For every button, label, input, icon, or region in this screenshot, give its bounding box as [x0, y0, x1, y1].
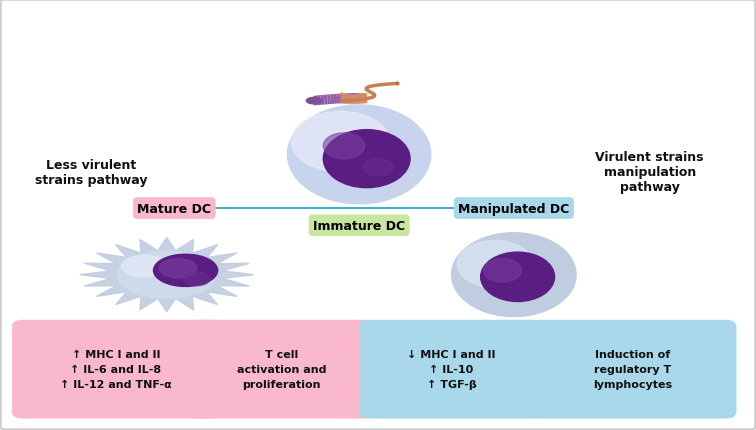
Ellipse shape: [481, 252, 555, 302]
FancyBboxPatch shape: [189, 320, 374, 418]
FancyBboxPatch shape: [359, 320, 544, 418]
Text: T cell
activation and
proliferation: T cell activation and proliferation: [237, 350, 327, 389]
FancyBboxPatch shape: [529, 320, 736, 418]
FancyBboxPatch shape: [12, 320, 219, 418]
Ellipse shape: [363, 159, 393, 176]
Text: Immature DC: Immature DC: [313, 219, 405, 232]
Text: ↑ MHC I and II
↑ IL-6 and IL-8
↑ IL-12 and TNF-α: ↑ MHC I and II ↑ IL-6 and IL-8 ↑ IL-12 a…: [60, 350, 172, 389]
Ellipse shape: [457, 241, 533, 288]
Ellipse shape: [324, 134, 365, 159]
Ellipse shape: [291, 112, 389, 172]
Ellipse shape: [153, 255, 218, 287]
Ellipse shape: [122, 256, 167, 277]
Text: ↓ MHC I and II
↑ IL-10
↑ TGF-β: ↓ MHC I and II ↑ IL-10 ↑ TGF-β: [407, 350, 496, 389]
Polygon shape: [80, 238, 253, 312]
Ellipse shape: [324, 130, 410, 188]
Text: Virulent strains
manipulation
pathway: Virulent strains manipulation pathway: [596, 150, 704, 194]
Ellipse shape: [287, 106, 431, 204]
Text: Induction of
regulatory T
lymphocytes: Induction of regulatory T lymphocytes: [593, 350, 672, 389]
Text: Mature DC: Mature DC: [138, 202, 211, 215]
Ellipse shape: [118, 252, 215, 298]
Ellipse shape: [484, 259, 522, 283]
Ellipse shape: [306, 98, 321, 104]
Ellipse shape: [374, 163, 404, 181]
Ellipse shape: [160, 259, 197, 278]
Text: Less virulent
strains pathway: Less virulent strains pathway: [35, 158, 147, 186]
Text: Manipulated DC: Manipulated DC: [458, 202, 569, 215]
Ellipse shape: [451, 233, 576, 317]
Ellipse shape: [184, 273, 210, 286]
